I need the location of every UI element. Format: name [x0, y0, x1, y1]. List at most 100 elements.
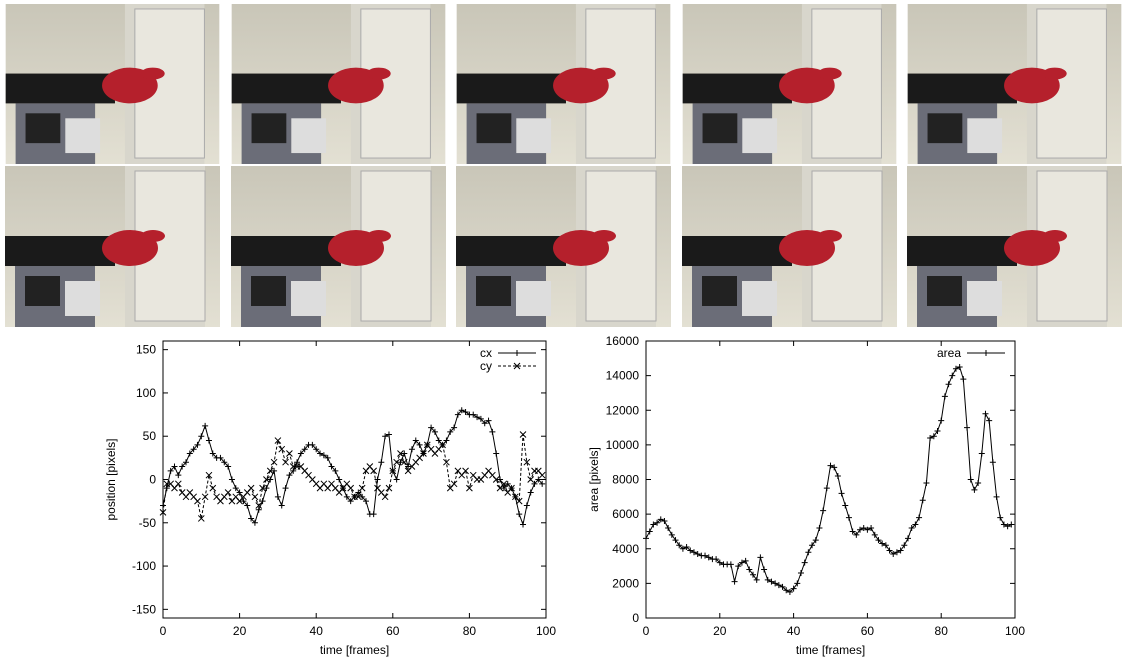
- data-point: [646, 528, 653, 535]
- data-point: [849, 528, 856, 535]
- data-point: [359, 493, 366, 500]
- photo: [456, 4, 671, 164]
- data-point: [171, 463, 178, 470]
- data-point: [224, 489, 232, 496]
- data-point: [838, 490, 845, 497]
- data-point: [393, 476, 400, 483]
- data-point: [775, 582, 782, 589]
- data-point: [668, 531, 675, 538]
- data-point: [205, 471, 213, 479]
- data-point: [945, 381, 952, 388]
- data-point: [683, 544, 690, 551]
- y-tick-label: 10000: [606, 438, 640, 452]
- data-point: [860, 524, 867, 531]
- data-point: [393, 458, 400, 466]
- data-point: [160, 502, 166, 509]
- data-point: [370, 467, 378, 475]
- data-point: [197, 515, 205, 522]
- data-point: [960, 376, 967, 383]
- data-point: [290, 467, 297, 474]
- data-point: [986, 417, 993, 424]
- data-point: [186, 450, 193, 457]
- y-tick-label: 0: [149, 473, 156, 487]
- photo: [5, 4, 220, 164]
- data-point: [527, 476, 535, 483]
- data-point: [209, 484, 217, 492]
- legend-label: cy: [480, 359, 492, 373]
- data-point: [320, 452, 327, 459]
- data-point: [362, 498, 369, 505]
- data-point: [228, 476, 235, 483]
- data-point: [864, 526, 871, 533]
- data-point: [868, 524, 875, 531]
- data-point: [221, 459, 228, 466]
- data-point: [535, 476, 542, 483]
- data-point: [890, 550, 897, 557]
- data-point: [949, 372, 956, 379]
- data-point: [358, 484, 366, 492]
- data-point: [263, 476, 270, 483]
- data-point: [266, 467, 274, 475]
- data-point: [481, 420, 488, 427]
- data-point: [676, 542, 683, 549]
- data-point: [385, 431, 392, 438]
- data-point: [912, 521, 919, 528]
- data-point: [794, 580, 801, 587]
- data-point: [294, 459, 301, 466]
- photo: [5, 166, 220, 327]
- data-point: [997, 514, 1004, 521]
- data-point: [904, 535, 911, 542]
- data-point: [527, 489, 534, 496]
- data-point: [1008, 521, 1015, 528]
- data-point: [271, 467, 278, 474]
- data-point: [354, 493, 362, 501]
- y-tick-label: 50: [143, 429, 157, 443]
- x-tick-label: 0: [160, 624, 167, 638]
- y-tick-label: 4000: [612, 542, 639, 556]
- data-point: [993, 493, 1000, 500]
- data-point: [657, 516, 664, 523]
- data-point: [278, 445, 286, 453]
- y-tick-label: 2000: [612, 576, 639, 590]
- data-point: [746, 566, 753, 573]
- data-point: [370, 511, 377, 518]
- data-point: [347, 498, 354, 505]
- y-axis-label: position [pixels]: [104, 438, 118, 520]
- data-point: [964, 424, 971, 431]
- data-point: [783, 587, 790, 594]
- data-point: [240, 498, 247, 505]
- x-tick-label: 80: [463, 624, 477, 638]
- data-point: [270, 458, 278, 466]
- data-point: [194, 497, 201, 505]
- plot-frame: [162, 340, 547, 619]
- photo: [231, 166, 446, 327]
- data-point: [451, 424, 458, 431]
- data-point: [343, 493, 350, 500]
- x-tick-label: 40: [787, 624, 801, 638]
- data-point: [705, 554, 712, 561]
- y-tick-label: -50: [139, 516, 157, 530]
- data-point: [820, 507, 827, 514]
- data-point: [389, 467, 397, 475]
- data-point: [297, 450, 304, 457]
- data-point: [236, 489, 243, 496]
- y-tick-label: 12000: [606, 403, 640, 417]
- photo: [682, 4, 897, 164]
- data-point: [443, 437, 450, 444]
- data-point: [244, 502, 251, 509]
- data-point: [672, 537, 679, 544]
- data-point: [515, 497, 523, 505]
- data-point: [927, 434, 934, 441]
- data-point: [919, 497, 926, 504]
- data-point: [1004, 523, 1011, 530]
- data-point: [786, 589, 793, 596]
- data-point: [209, 450, 216, 457]
- data-point: [286, 450, 293, 457]
- legend-marker: [514, 350, 520, 356]
- x-axis-label: time [frames]: [796, 643, 865, 657]
- data-point: [809, 542, 816, 549]
- data-point: [738, 559, 745, 566]
- legend-label: area: [937, 346, 961, 360]
- photo: [907, 4, 1122, 164]
- y-tick-label: 8000: [612, 473, 639, 487]
